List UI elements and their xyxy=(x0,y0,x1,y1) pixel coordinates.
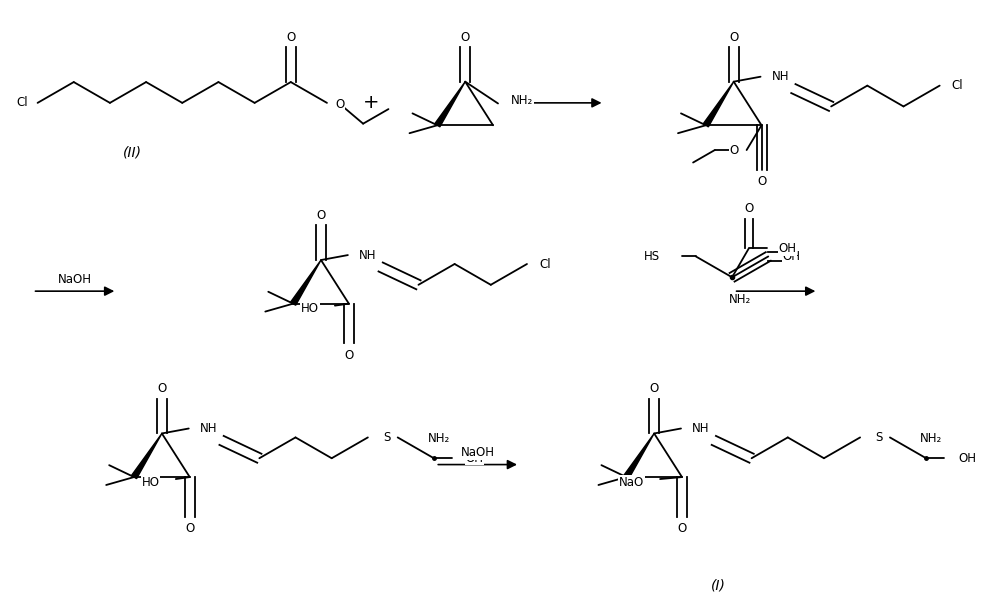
Text: S: S xyxy=(875,431,882,444)
Text: OH: OH xyxy=(958,452,976,464)
Text: NH₂: NH₂ xyxy=(920,432,942,445)
Polygon shape xyxy=(291,260,321,306)
Polygon shape xyxy=(132,434,162,479)
Text: Cl: Cl xyxy=(952,79,963,92)
Text: NH₂: NH₂ xyxy=(428,432,450,445)
Text: NH: NH xyxy=(692,422,709,435)
Text: OH: OH xyxy=(779,242,797,255)
Text: O: O xyxy=(316,209,326,222)
Text: Cl: Cl xyxy=(16,96,28,110)
Polygon shape xyxy=(703,82,734,127)
Text: (I): (I) xyxy=(711,578,726,593)
Text: OH: OH xyxy=(782,250,800,263)
Text: O: O xyxy=(286,31,295,44)
Text: O: O xyxy=(729,31,738,44)
Text: O: O xyxy=(744,202,753,216)
Polygon shape xyxy=(435,82,465,127)
Polygon shape xyxy=(624,434,654,479)
Text: NH₂: NH₂ xyxy=(511,94,533,107)
Text: O: O xyxy=(185,522,194,535)
Text: O: O xyxy=(729,144,739,156)
Text: O: O xyxy=(677,522,687,535)
Text: Cl: Cl xyxy=(539,257,551,270)
Text: HO: HO xyxy=(142,476,160,488)
Text: HO: HO xyxy=(301,302,319,315)
Text: HS: HS xyxy=(644,250,660,263)
Text: NaOH: NaOH xyxy=(58,273,92,286)
Text: NH: NH xyxy=(771,70,789,83)
Text: O: O xyxy=(757,175,766,188)
Text: NaOH: NaOH xyxy=(461,446,495,459)
Text: O: O xyxy=(344,349,353,362)
Text: O: O xyxy=(157,383,167,395)
Text: NaO: NaO xyxy=(619,476,644,488)
Text: S: S xyxy=(383,431,390,444)
Text: O: O xyxy=(335,99,344,111)
Text: OH: OH xyxy=(466,452,484,464)
Text: O: O xyxy=(650,383,659,395)
Text: NH₂: NH₂ xyxy=(729,293,751,306)
Text: (II): (II) xyxy=(123,145,142,160)
Text: +: + xyxy=(362,94,379,112)
Text: NH: NH xyxy=(359,249,376,262)
Text: O: O xyxy=(461,31,470,44)
Text: NH: NH xyxy=(200,422,217,435)
